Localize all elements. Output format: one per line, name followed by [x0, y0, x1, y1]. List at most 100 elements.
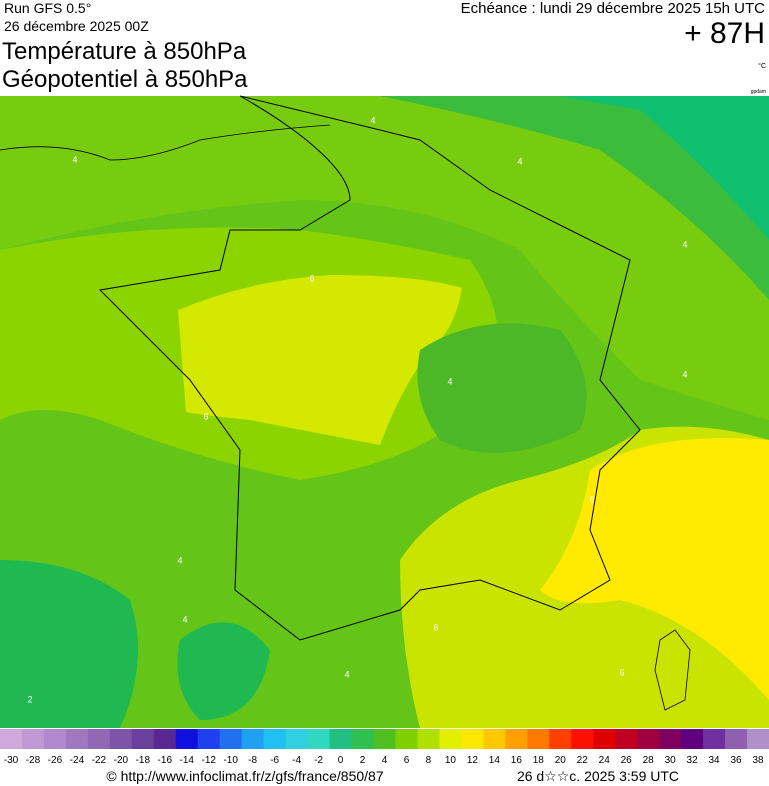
- scale-label: 28: [643, 755, 655, 766]
- scale-label: 18: [533, 755, 545, 766]
- scale-label: 14: [489, 755, 501, 766]
- scale-label: 6: [404, 755, 410, 766]
- scale-cell: [637, 729, 660, 749]
- field-pyrenees-cold: [177, 622, 270, 720]
- scale-cell: [725, 729, 748, 749]
- run-date: 26 décembre 2025 00Z: [4, 18, 149, 34]
- scale-label: -16: [158, 755, 173, 766]
- scale-label: 0: [338, 755, 344, 766]
- contour-label: 4: [682, 239, 687, 249]
- contour-label: 4: [370, 115, 375, 125]
- scale-label: -6: [270, 755, 279, 766]
- scale-cell: [351, 729, 375, 749]
- scale-cell: [373, 729, 396, 749]
- scale-cell: [681, 729, 704, 749]
- scale-cell: [483, 729, 506, 749]
- contour-label: 4: [182, 614, 187, 624]
- scale-cell: [329, 729, 353, 749]
- contour-label: 4: [682, 369, 687, 379]
- scale-cell: [241, 729, 265, 749]
- scale-label: 34: [709, 755, 721, 766]
- scale-cell: [549, 729, 572, 749]
- contour-label: 6: [589, 494, 594, 504]
- scale-label: 24: [599, 755, 611, 766]
- field-cold-core: [417, 323, 587, 453]
- scale-cell: [87, 729, 111, 749]
- scale-label: 30: [665, 755, 677, 766]
- scale-label: 38: [752, 755, 764, 766]
- scale-label: -2: [314, 755, 323, 766]
- source-tag: gpdam: [751, 89, 766, 95]
- contour-label: 6: [619, 667, 624, 677]
- corsica: [654, 629, 691, 711]
- scale-cell: [131, 729, 155, 749]
- field-southwest-cold: [0, 560, 138, 728]
- scale-cell: [747, 729, 769, 749]
- scale-cell: [527, 729, 550, 749]
- field-north: [0, 96, 769, 420]
- scale-label: 22: [577, 755, 589, 766]
- contour-label: 6: [309, 273, 314, 283]
- run-label: Run GFS 0.5°: [4, 0, 91, 16]
- field-southeast-hot: [540, 438, 769, 700]
- scale-label: -24: [70, 755, 85, 766]
- scale-cell: [307, 729, 331, 749]
- scale-cell: [615, 729, 638, 749]
- scale-cell: [21, 729, 45, 749]
- scale-cell: [505, 729, 528, 749]
- map: 4 4 4 4 6 4 4 6 6 4 4 6 4 6 2: [0, 95, 769, 728]
- scale-label: -26: [48, 755, 63, 766]
- country-outline: [98, 95, 641, 641]
- contour-label: 2: [27, 694, 32, 704]
- scale-label: -8: [248, 755, 257, 766]
- scale-label: -4: [292, 755, 301, 766]
- color-scale: -30 -28 -26 -24 -22 -20 -18 -16 -14 -12 -10 -8 -6 -4-…: [0, 729, 769, 766]
- scale-cell: [703, 729, 726, 749]
- source-url: © http://www.infoclimat.fr/z/gfs/france/…: [106, 768, 383, 784]
- timestamp: 26 d☆☆c. 2025 3:59 UTC: [517, 768, 679, 784]
- contour-label: 4: [447, 376, 452, 386]
- scale-label: 36: [730, 755, 742, 766]
- scale-cell: [263, 729, 287, 749]
- scale-label: -12: [202, 755, 217, 766]
- contour-label: 4: [344, 669, 349, 679]
- scale-cell: [0, 729, 23, 749]
- scale-cell: [197, 729, 221, 749]
- scale-cell: [395, 729, 418, 749]
- scale-label: -10: [223, 755, 238, 766]
- scale-cell: [153, 729, 177, 749]
- scale-label: 10: [445, 755, 457, 766]
- scale-label: 12: [467, 755, 479, 766]
- scale-label: 32: [687, 755, 699, 766]
- scale-label: -20: [114, 755, 129, 766]
- scale-label: 2: [360, 755, 366, 766]
- scale-label: 16: [511, 755, 523, 766]
- field-northeast: [380, 96, 769, 300]
- contour-label: 6: [203, 411, 208, 421]
- scale-cell: [43, 729, 67, 749]
- scale-cell: [461, 729, 484, 749]
- contour-label: 4: [517, 156, 522, 166]
- scale-label: -18: [136, 755, 151, 766]
- field-northeast-cold: [560, 96, 769, 240]
- scale-label: -14: [180, 755, 195, 766]
- scale-label: 8: [426, 755, 432, 766]
- scale-label: -28: [26, 755, 41, 766]
- field-warm-center: [178, 275, 462, 445]
- contour-label: 4: [177, 555, 182, 565]
- contour-labels: 4 4 4 4 6 4 4 6 6 4 4 6 4 6 2: [27, 115, 687, 704]
- scale-label: 26: [621, 755, 633, 766]
- lead-time: + 87H: [684, 17, 765, 50]
- title-temperature: Température à 850hPa: [2, 38, 247, 65]
- scale-cell: [109, 729, 133, 749]
- forecast-time: Echéance : lundi 29 décembre 2025 15h UT…: [461, 0, 766, 17]
- scale-cell: [659, 729, 682, 749]
- scale-cell: [593, 729, 616, 749]
- scale-label: 20: [555, 755, 567, 766]
- scale-cell: [571, 729, 594, 749]
- contour-label: 6: [433, 622, 438, 632]
- scale-cell: [219, 729, 243, 749]
- coastline-uk: [0, 124, 331, 161]
